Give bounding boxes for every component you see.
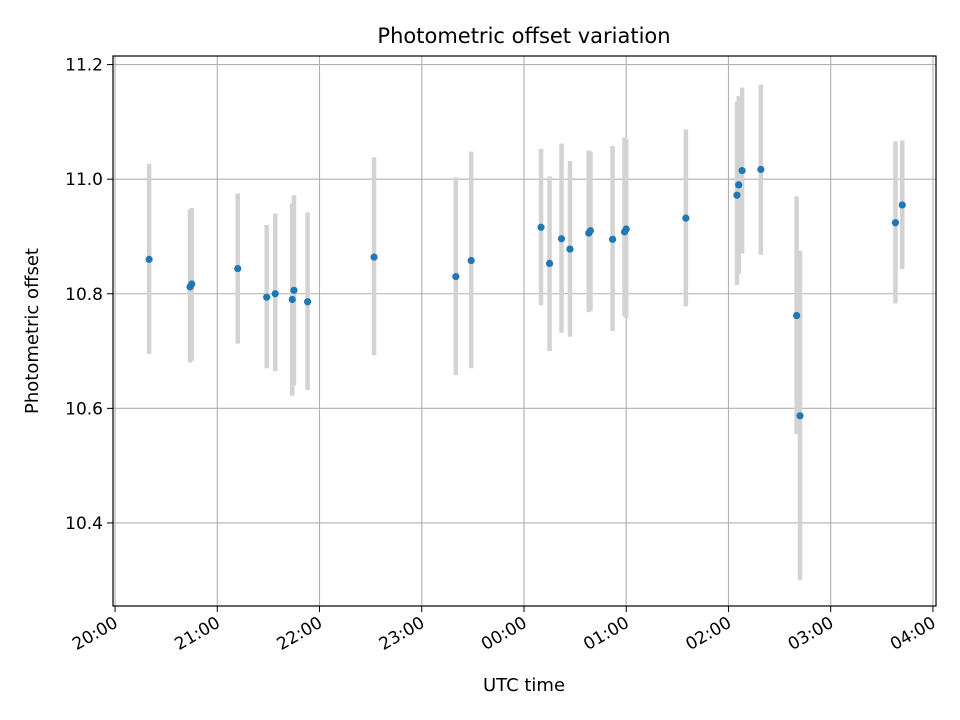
plot-frame: [112, 55, 937, 607]
data-point: [586, 227, 595, 235]
data-point: [537, 223, 545, 231]
data-point: [757, 165, 765, 174]
data-points: [145, 165, 906, 420]
chart-title: Photometric offset variation: [377, 24, 670, 48]
data-point: [793, 311, 801, 320]
data-point: [608, 235, 617, 243]
y-tick-label: 10.4: [65, 514, 103, 534]
data-point: [738, 166, 746, 175]
y-tick-label: 10.6: [65, 399, 103, 419]
data-point: [622, 225, 630, 233]
data-point: [370, 253, 378, 261]
data-point: [891, 219, 900, 227]
data-point: [735, 181, 743, 189]
data-point: [452, 272, 460, 281]
y-tick-label: 11.2: [65, 56, 103, 76]
data-point: [303, 298, 312, 306]
data-point: [271, 290, 279, 298]
y-tick-label: 10.8: [65, 285, 103, 305]
data-point: [234, 264, 242, 273]
data-point: [682, 214, 690, 222]
data-point: [263, 293, 271, 301]
y-tick-label: 11.0: [65, 170, 103, 190]
y-axis-title: Photometric offset: [22, 248, 43, 414]
data-point: [188, 280, 196, 288]
data-point: [796, 412, 804, 420]
data-point: [467, 256, 475, 265]
data-point: [898, 201, 906, 209]
data-point: [557, 235, 566, 243]
x-axis-title: UTC time: [483, 675, 565, 696]
data-point: [290, 286, 298, 294]
data-point: [145, 255, 153, 263]
y-axis-ticks: 10.4 10.6 10.8 11.0 11.2: [65, 56, 113, 534]
data-point: [288, 295, 296, 304]
data-point: [545, 259, 554, 267]
data-point: [566, 245, 574, 253]
data-point: [733, 191, 741, 199]
